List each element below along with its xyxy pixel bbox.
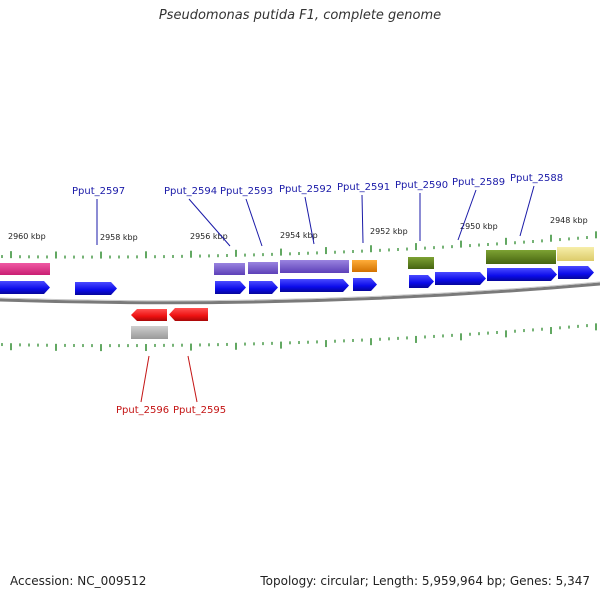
reverse-gene-track — [131, 308, 208, 321]
category-box-gray[interactable] — [131, 326, 168, 339]
forward-gene-track — [0, 266, 594, 295]
category-box-khaki[interactable] — [557, 247, 594, 261]
leader-line — [519, 185, 535, 237]
gene-label-pput-2595[interactable]: Pput_2595 — [173, 405, 226, 416]
gene-arrow-forward[interactable] — [0, 281, 50, 294]
kbp-label: 2954 kbp — [280, 231, 318, 240]
scale-labels: 2960 kbp 2958 kbp 2956 kbp 2954 kbp 2952… — [8, 216, 588, 242]
genome-backbone-highlight — [0, 281, 600, 302]
gene-label-pput-2589[interactable]: Pput_2589 — [452, 177, 505, 188]
kbp-label: 2956 kbp — [190, 232, 228, 241]
leader-line — [140, 355, 150, 403]
gene-label-pput-2594[interactable]: Pput_2594 — [164, 186, 217, 197]
kbp-label: 2960 kbp — [8, 232, 46, 241]
gene-label-pput-2593[interactable]: Pput_2593 — [220, 186, 273, 197]
gene-arrow-forward[interactable] — [558, 266, 594, 279]
accession-text: Accession: NC_009512 — [10, 574, 147, 588]
gene-arrow-forward[interactable] — [487, 268, 557, 281]
gene-arrow-forward[interactable] — [280, 279, 349, 292]
leader-line — [304, 196, 315, 245]
gene-arrow-forward[interactable] — [435, 272, 486, 285]
category-track — [0, 247, 594, 339]
category-box-olive[interactable] — [408, 257, 434, 269]
gene-label-pput-2591[interactable]: Pput_2591 — [337, 182, 390, 193]
gene-arrow-forward[interactable] — [215, 281, 246, 294]
gene-label-pput-2592[interactable]: Pput_2592 — [279, 184, 332, 195]
lower-scale-ticks — [1, 323, 597, 352]
genome-title: Pseudomonas putida F1, complete genome — [158, 8, 442, 23]
gene-label-pput-2597[interactable]: Pput_2597 — [72, 186, 125, 197]
kbp-label: 2948 kbp — [550, 216, 588, 225]
leader-line — [188, 198, 231, 247]
category-box-purple[interactable] — [280, 260, 349, 273]
gene-arrow-reverse[interactable] — [131, 309, 167, 321]
genome-backbone — [0, 282, 600, 305]
leader-line — [361, 194, 364, 244]
gene-arrow-forward[interactable] — [409, 275, 434, 288]
kbp-label: 2952 kbp — [370, 227, 408, 236]
category-box-purple[interactable] — [214, 263, 245, 275]
category-box-magenta[interactable] — [0, 263, 50, 275]
gene-arrow-forward[interactable] — [75, 282, 117, 295]
category-box-orange[interactable] — [352, 260, 377, 272]
category-box-purple[interactable] — [248, 262, 278, 274]
category-box-olive[interactable] — [486, 250, 556, 264]
gene-label-pput-2590[interactable]: Pput_2590 — [395, 180, 448, 191]
label-leaders — [96, 185, 535, 403]
leader-line — [187, 355, 198, 403]
gene-arrow-reverse[interactable] — [169, 308, 208, 321]
leader-line — [457, 189, 477, 241]
gene-label-pput-2596[interactable]: Pput_2596 — [116, 405, 169, 416]
gene-arrow-forward[interactable] — [249, 281, 278, 294]
gene-label-pput-2588[interactable]: Pput_2588 — [510, 173, 563, 184]
upper-scale-ticks — [1, 231, 597, 259]
gene-arrow-forward[interactable] — [353, 278, 377, 291]
kbp-label: 2950 kbp — [460, 222, 498, 231]
kbp-label: 2958 kbp — [100, 233, 138, 242]
topology-text: Topology: circular; Length: 5,959,964 bp… — [260, 574, 590, 588]
leader-line — [245, 198, 263, 247]
gene-labels: Pput_2597 Pput_2594 Pput_2593 Pput_2592 … — [72, 173, 563, 416]
